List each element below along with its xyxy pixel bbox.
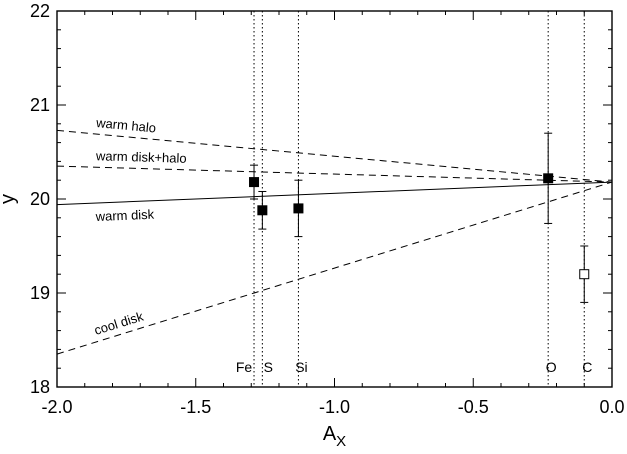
y-tick-label: 19 <box>30 283 50 303</box>
element-label-o: O <box>546 359 557 375</box>
x-tick-label: -1.0 <box>319 397 350 417</box>
x-axis-label: A <box>323 423 337 445</box>
element-label-si: Si <box>295 359 307 375</box>
model-line-warm-disk <box>56 181 613 206</box>
y-tick-label: 18 <box>30 377 50 397</box>
x-axis-title: AX <box>323 423 346 450</box>
x-tick-label: -0.5 <box>458 397 489 417</box>
element-label-s: S <box>264 359 273 375</box>
data-points <box>249 132 590 303</box>
x-tick-label: -2.0 <box>41 397 72 417</box>
axis-ticks <box>56 10 613 388</box>
model-line-label-cool-disk: cool disk <box>92 308 145 337</box>
x-tick-label: 0.0 <box>599 397 624 417</box>
element-label-fe: Fe <box>236 359 253 375</box>
plot-frame <box>56 10 613 388</box>
y-axis-title: y <box>0 194 19 204</box>
data-point <box>293 203 304 214</box>
y-tick-label: 21 <box>30 95 50 115</box>
model-line-label-warm-disk-halo: warm disk+halo <box>95 148 187 166</box>
data-point <box>257 205 268 216</box>
element-lines <box>253 11 585 387</box>
model-line-warm-disk-halo <box>56 165 613 183</box>
element-label-c: C <box>582 359 592 375</box>
model-line-warm-halo <box>56 129 613 183</box>
x-axis-label-subscript: X <box>336 433 346 450</box>
model-line-label-warm-halo: warm halo <box>95 115 157 136</box>
data-point <box>249 177 260 188</box>
model-line-cool-disk <box>56 181 613 355</box>
model-line-label-warm-disk: warm disk <box>94 207 155 224</box>
x-tick-label: -1.5 <box>180 397 211 417</box>
data-point-open <box>579 269 590 280</box>
model-lines <box>56 129 613 355</box>
data-point <box>543 173 554 184</box>
y-tick-label: 22 <box>30 1 50 21</box>
y-tick-label: 20 <box>30 189 50 209</box>
labels: warm halo warm disk+halo warm disk cool dis… <box>30 1 625 417</box>
